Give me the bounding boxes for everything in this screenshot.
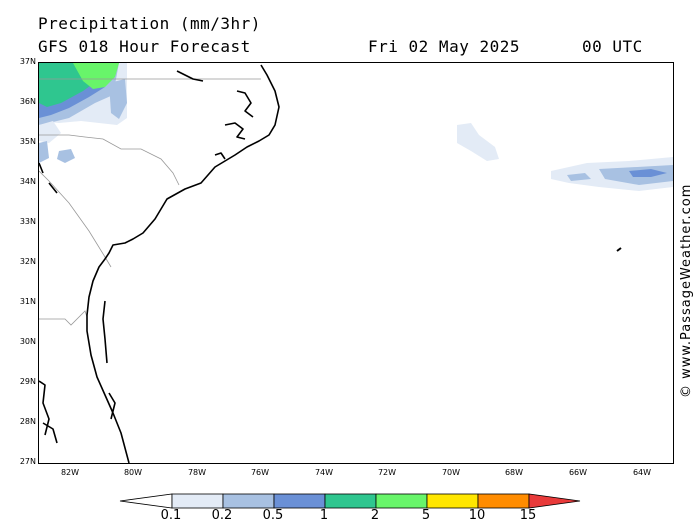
lon-label: 80W <box>123 468 143 477</box>
forecast-date: Fri 02 May 2025 <box>368 37 520 56</box>
lat-label: 33N <box>19 217 36 226</box>
forecast-label: GFS 018 Hour Forecast <box>38 37 251 56</box>
lat-label: 29N <box>19 377 36 386</box>
copyright-text: © www.PassageWeather.com <box>679 183 694 398</box>
lat-label: 28N <box>19 417 36 426</box>
lat-label: 31N <box>19 297 36 306</box>
legend-swatch <box>324 493 377 509</box>
lon-label: 76W <box>250 468 270 477</box>
legend-label: 5 <box>421 508 431 523</box>
lon-label: 82W <box>60 468 80 477</box>
legend-label: 15 <box>519 508 537 523</box>
legend-label: 2 <box>370 508 380 523</box>
legend-swatch <box>222 493 275 509</box>
lat-label: 36N <box>19 97 36 106</box>
legend-swatch <box>171 493 224 509</box>
legend-swatch <box>477 493 530 509</box>
precipitation-legend <box>119 493 581 509</box>
lat-label: 27N <box>19 457 36 466</box>
legend-label: 0.2 <box>211 508 233 523</box>
lat-label: 30N <box>19 337 36 346</box>
legend-swatch <box>375 493 428 509</box>
legend-label: 0.1 <box>160 508 182 523</box>
lon-label: 78W <box>187 468 207 477</box>
lon-label: 70W <box>441 468 461 477</box>
legend-label: 1 <box>319 508 329 523</box>
forecast-time: 00 UTC <box>582 37 643 56</box>
lat-label: 35N <box>19 137 36 146</box>
precipitation-area-east <box>551 157 673 191</box>
coastline <box>39 64 280 463</box>
lon-label: 68W <box>504 468 524 477</box>
bermuda-island <box>616 247 622 252</box>
legend-swatch <box>273 493 326 509</box>
precipitation-area-nw <box>39 63 127 163</box>
lon-label: 74W <box>314 468 334 477</box>
legend-swatch <box>528 493 581 509</box>
lon-label: 72W <box>377 468 397 477</box>
lon-label: 66W <box>568 468 588 477</box>
precipitation-area-central <box>457 123 499 161</box>
precipitation-map <box>38 62 674 464</box>
legend-label: 0.5 <box>262 508 284 523</box>
legend-swatch <box>426 493 479 509</box>
lat-label: 32N <box>19 257 36 266</box>
state-borders <box>39 78 261 326</box>
legend-swatch <box>119 493 173 509</box>
lon-label: 64W <box>632 468 652 477</box>
legend-label: 10 <box>468 508 486 523</box>
lat-label: 37N <box>19 57 36 66</box>
map-title: Precipitation (mm/3hr) <box>38 14 261 33</box>
lat-label: 34N <box>19 177 36 186</box>
